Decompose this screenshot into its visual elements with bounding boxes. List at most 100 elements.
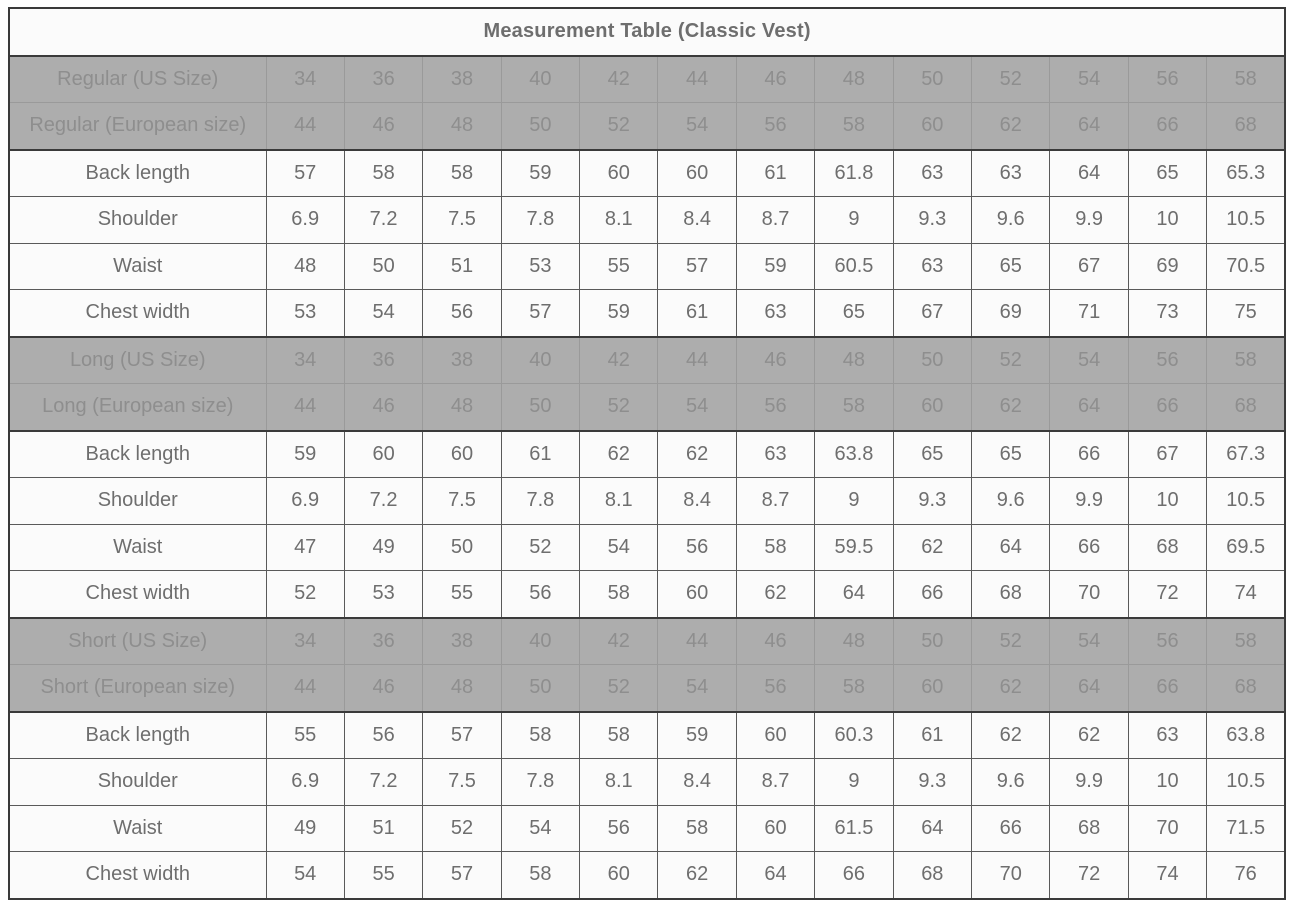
measurement-cell: 58 [735, 523, 816, 571]
size-header-us-cell: 58 [1206, 335, 1287, 384]
group-label-eu: Regular (European size) [8, 102, 267, 151]
measurement-cell: 49 [265, 804, 345, 852]
measurement-cell: 10.5 [1206, 477, 1287, 525]
measurement-cell: 58 [343, 149, 424, 197]
measurement-cell: 6.9 [265, 758, 345, 806]
size-header-eu-cell: 68 [1206, 383, 1287, 432]
size-header-eu-cell: 52 [579, 102, 659, 151]
size-header-eu-cell: 44 [265, 102, 345, 151]
size-header-eu-cell: 54 [657, 664, 737, 713]
size-header-eu-cell: 58 [814, 664, 894, 713]
size-header-us-cell: 34 [265, 335, 345, 384]
size-header-us-cell: 50 [892, 335, 973, 384]
measurement-cell: 8.4 [657, 477, 737, 525]
measurement-cell: 7.5 [422, 477, 502, 525]
measurement-cell: 59 [735, 242, 816, 290]
measurement-cell: 60 [657, 570, 737, 618]
size-header-eu-cell: 68 [1206, 102, 1287, 151]
measurement-cell: 7.8 [500, 477, 581, 525]
group-header-us-row: Long (US Size) 34 36 38 40 42 44 46 48 50 52 54 56 58 [8, 335, 1287, 384]
measurement-cell: 7.2 [343, 477, 424, 525]
measurement-label: Shoulder [8, 196, 267, 244]
group-label-us: Regular (US Size) [8, 54, 267, 103]
measurement-cell: 65 [971, 430, 1051, 478]
measurement-cell: 68 [971, 570, 1051, 618]
size-header-us-cell: 40 [500, 616, 581, 665]
group-label-eu: Short (European size) [8, 664, 267, 713]
measurement-cell: 6.9 [265, 477, 345, 525]
size-header-us-cell: 54 [1049, 616, 1129, 665]
size-header-us-cell: 36 [343, 54, 424, 103]
measurement-cell: 57 [422, 711, 502, 759]
measurement-cell: 9 [814, 196, 894, 244]
measurement-cell: 70 [1049, 570, 1129, 618]
measurement-cell: 8.1 [579, 196, 659, 244]
measurement-cell: 8.7 [735, 196, 816, 244]
size-header-us-cell: 42 [579, 335, 659, 384]
measurement-label: Waist [8, 804, 267, 852]
measurement-cell: 54 [500, 804, 581, 852]
measurement-cell: 7.8 [500, 196, 581, 244]
size-header-us-cell: 40 [500, 54, 581, 103]
size-header-eu-cell: 46 [343, 102, 424, 151]
size-header-us-cell: 52 [971, 54, 1051, 103]
size-header-eu-cell: 44 [265, 664, 345, 713]
measurement-cell: 47 [265, 523, 345, 571]
measurement-cell: 62 [1049, 711, 1129, 759]
measurement-cell: 59 [500, 149, 581, 197]
measurement-cell: 64 [971, 523, 1051, 571]
size-header-us-cell: 50 [892, 616, 973, 665]
measurement-cell: 6.9 [265, 196, 345, 244]
measurement-cell: 63 [735, 430, 816, 478]
measurement-cell: 61.5 [814, 804, 894, 852]
measurement-cell: 65 [971, 242, 1051, 290]
size-header-eu-cell: 46 [343, 383, 424, 432]
measurement-cell: 55 [265, 711, 345, 759]
size-header-us-cell: 42 [579, 54, 659, 103]
size-header-eu-cell: 46 [343, 664, 424, 713]
measurement-cell: 62 [892, 523, 973, 571]
measurement-cell: 75 [1206, 289, 1287, 337]
size-header-eu-cell: 64 [1049, 102, 1129, 151]
measurement-cell: 67 [1127, 430, 1208, 478]
size-header-eu-cell: 56 [735, 664, 816, 713]
measurement-cell: 9.6 [971, 196, 1051, 244]
measurement-table: Measurement Table (Classic Vest) Regular … [8, 7, 1287, 900]
measurement-label: Chest width [8, 851, 267, 900]
size-header-eu-cell: 48 [422, 102, 502, 151]
measurement-cell: 67 [1049, 242, 1129, 290]
table-row: Back length 57 58 58 59 60 60 61 61.8 63 63 64 65 65.… [8, 149, 1287, 197]
measurement-cell: 51 [422, 242, 502, 290]
measurement-label: Back length [8, 430, 267, 478]
measurement-cell: 51 [343, 804, 424, 852]
measurement-cell: 61 [892, 711, 973, 759]
measurement-cell: 63 [1127, 711, 1208, 759]
measurement-cell: 59 [657, 711, 737, 759]
table-row: Back length 55 56 57 58 58 59 60 60.3 61 62 62 63 63.… [8, 711, 1287, 759]
measurement-cell: 63.8 [1206, 711, 1287, 759]
size-header-eu-cell: 60 [892, 664, 973, 713]
measurement-cell: 65 [1127, 149, 1208, 197]
measurement-cell: 8.4 [657, 196, 737, 244]
measurement-cell: 56 [343, 711, 424, 759]
measurement-cell: 8.7 [735, 758, 816, 806]
table-row: Chest width 52 53 55 56 58 60 62 64 66 68 70 72 74 [8, 570, 1287, 618]
measurement-cell: 62 [657, 430, 737, 478]
size-header-us-cell: 34 [265, 616, 345, 665]
measurement-cell: 50 [422, 523, 502, 571]
measurement-cell: 9.3 [892, 758, 973, 806]
size-header-us-cell: 48 [814, 54, 894, 103]
size-header-eu-cell: 54 [657, 383, 737, 432]
measurement-cell: 62 [971, 711, 1051, 759]
size-header-eu-cell: 52 [579, 664, 659, 713]
measurement-cell: 56 [657, 523, 737, 571]
measurement-cell: 65.3 [1206, 149, 1287, 197]
measurement-cell: 56 [579, 804, 659, 852]
measurement-cell: 60 [343, 430, 424, 478]
measurement-cell: 10 [1127, 196, 1208, 244]
size-header-eu-cell: 62 [971, 664, 1051, 713]
size-header-eu-cell: 60 [892, 383, 973, 432]
measurement-cell: 70.5 [1206, 242, 1287, 290]
size-header-us-cell: 58 [1206, 54, 1287, 103]
